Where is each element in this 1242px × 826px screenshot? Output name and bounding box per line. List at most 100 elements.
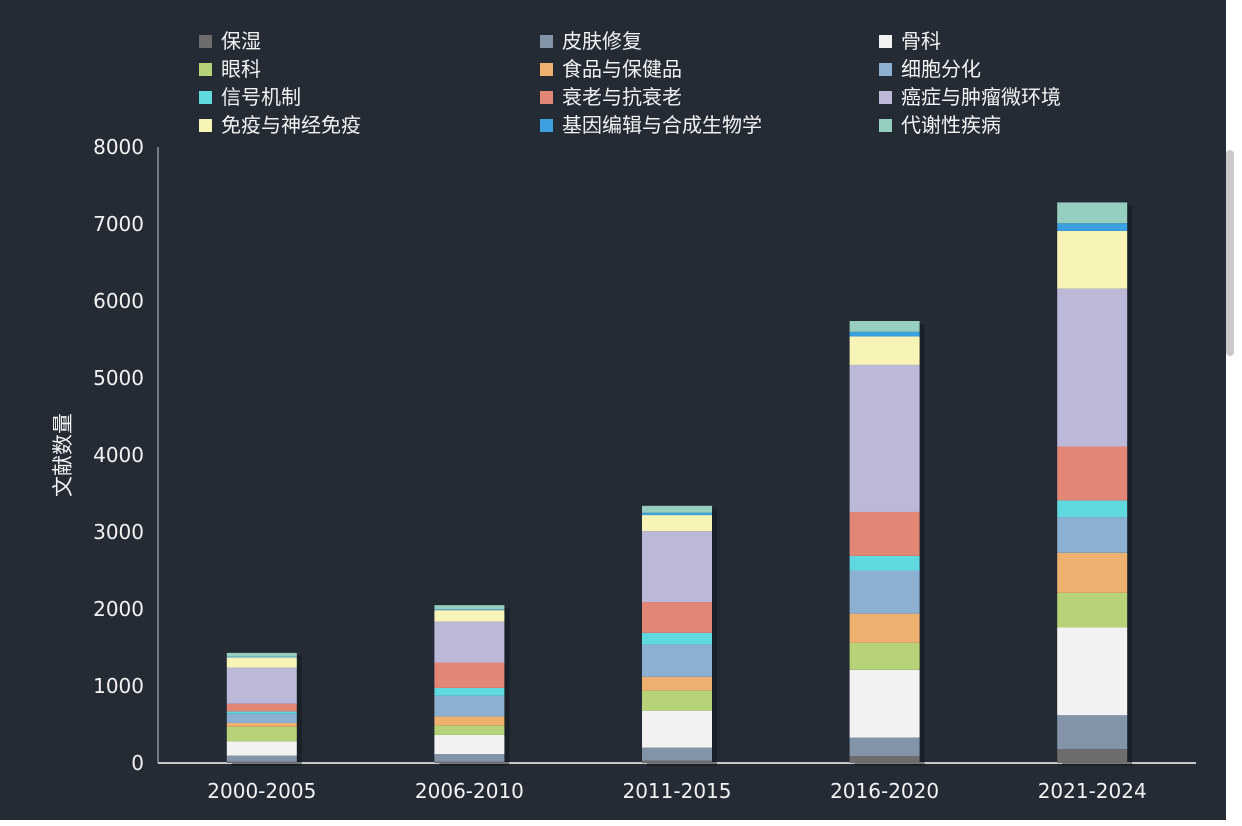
bar-segment xyxy=(434,695,505,717)
bar-segment xyxy=(434,716,505,726)
bar-shadow xyxy=(439,764,510,766)
bar-stack xyxy=(1057,202,1133,766)
legend-label: 眼科 xyxy=(221,57,261,81)
bar-segment xyxy=(849,642,920,670)
legend-label: 细胞分化 xyxy=(901,57,981,81)
bar-segment xyxy=(1057,446,1128,501)
legend-label: 免疫与神经免疫 xyxy=(221,113,361,137)
bar-segment xyxy=(434,609,505,611)
bar-segment xyxy=(849,331,920,337)
bar-segment xyxy=(434,610,505,622)
legend-swatch xyxy=(540,91,553,104)
x-axis: 2000-2005 2006-2010 2011-2015 2016-2020 2021… xyxy=(158,762,1196,803)
bar-segment xyxy=(226,741,297,756)
bar-segment xyxy=(642,710,712,748)
legend-swatch xyxy=(199,91,212,104)
y-tick-label: 5000 xyxy=(93,366,144,390)
bar-stack xyxy=(226,652,302,766)
bar-segment xyxy=(642,760,712,763)
chart-panel: 保湿 皮肤修复 骨科眼科 食品与保健品 细胞分化信号机制 衰老与抗衰老 癌症与肿瘤微环境免疫… xyxy=(0,0,1226,820)
bar-segment xyxy=(642,602,712,633)
bar-segment xyxy=(849,555,920,571)
bar-segment xyxy=(1057,592,1128,628)
bar-segment xyxy=(849,321,920,332)
legend-label: 保湿 xyxy=(221,29,261,53)
legend-swatch xyxy=(199,35,212,48)
legend-label: 信号机制 xyxy=(221,85,301,109)
bar-segment xyxy=(434,761,505,763)
bar-segment xyxy=(434,754,505,762)
legend-swatch xyxy=(540,35,553,48)
bar-segment xyxy=(849,336,920,365)
bar-segment xyxy=(642,632,712,645)
y-tick-label: 0 xyxy=(131,751,144,775)
bar-segment xyxy=(226,761,297,763)
legend-label: 衰老与抗衰老 xyxy=(562,85,682,109)
legend-swatch xyxy=(540,63,553,76)
bars xyxy=(226,202,1133,766)
bar-segment xyxy=(1057,552,1128,593)
legend-swatch xyxy=(879,35,892,48)
bar-segment xyxy=(642,676,712,691)
y-axis: 0 1000 2000 3000 4000 5000 6000 7000 8000 xyxy=(93,135,159,775)
bar-segment xyxy=(434,687,505,696)
x-tick-label: 2016-2020 xyxy=(830,779,939,803)
bar-segment xyxy=(642,531,712,603)
bar-segment xyxy=(1057,288,1128,447)
bar-segment xyxy=(434,725,505,735)
legend-swatch xyxy=(199,119,212,132)
scrollbar-thumb[interactable] xyxy=(1226,150,1234,356)
bar-segment xyxy=(434,662,505,688)
bar-segment xyxy=(226,652,297,657)
legend-label: 基因编辑与合成生物学 xyxy=(562,113,762,137)
bar-segment xyxy=(1057,627,1128,716)
bar-segment xyxy=(849,756,920,763)
bar-segment xyxy=(226,667,297,704)
bar-segment xyxy=(226,657,297,668)
y-axis-title: 文献数量 xyxy=(51,413,75,497)
legend-label: 骨科 xyxy=(901,29,941,53)
bar-segment xyxy=(1057,500,1128,518)
legend-label: 食品与保健品 xyxy=(562,57,682,81)
legend-swatch xyxy=(199,63,212,76)
y-tick-label: 6000 xyxy=(93,289,144,313)
bar-segment xyxy=(434,621,505,663)
y-tick-label: 3000 xyxy=(93,520,144,544)
bar-segment xyxy=(1057,517,1128,553)
bar-shadow xyxy=(231,764,302,766)
bar-segment xyxy=(434,605,505,610)
bar-segment xyxy=(226,755,297,762)
y-tick-label: 1000 xyxy=(93,674,144,698)
x-tick-label: 2011-2015 xyxy=(622,779,731,803)
x-tick-label: 2021-2024 xyxy=(1038,779,1147,803)
legend-label: 癌症与肿瘤微环境 xyxy=(901,85,1061,109)
bar-segment xyxy=(642,690,712,711)
bar-shadow xyxy=(647,763,717,766)
y-tick-label: 4000 xyxy=(93,443,144,467)
bar-stack xyxy=(434,605,510,766)
bar-segment xyxy=(1057,223,1128,231)
legend-swatch xyxy=(879,119,892,132)
bar-stack xyxy=(642,505,717,766)
bar-segment xyxy=(642,512,712,516)
bar-segment xyxy=(642,505,712,513)
bar-segment xyxy=(849,669,920,738)
bar-segment xyxy=(1057,202,1128,224)
bar-segment xyxy=(226,726,297,742)
bar-segment xyxy=(434,734,505,755)
bar-segment xyxy=(226,711,297,714)
y-tick-label: 8000 xyxy=(93,135,144,159)
x-tick-label: 2000-2005 xyxy=(207,779,316,803)
bar-segment xyxy=(1057,749,1128,763)
bar-segment xyxy=(226,703,297,712)
bar-segment xyxy=(642,747,712,761)
bar-segment xyxy=(226,722,297,727)
bar-segment xyxy=(1057,230,1128,289)
y-tick-label: 7000 xyxy=(93,212,144,236)
x-tick-label: 2006-2010 xyxy=(415,779,524,803)
bar-segment xyxy=(849,570,920,614)
legend-label: 皮肤修复 xyxy=(562,29,642,53)
bar-segment xyxy=(642,515,712,532)
bar-stack xyxy=(849,321,925,766)
